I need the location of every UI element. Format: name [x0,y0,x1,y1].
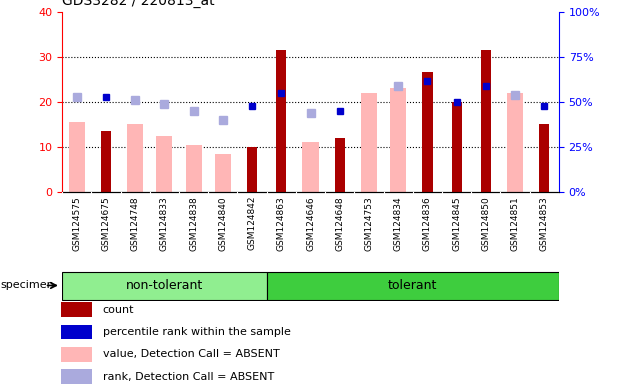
Text: GSM124646: GSM124646 [306,196,315,251]
Text: GSM124753: GSM124753 [365,196,373,251]
Bar [507,93,523,192]
Text: GSM124834: GSM124834 [394,196,402,251]
Bar [127,124,143,192]
Bar [61,369,92,384]
Bar [62,272,266,300]
Text: non-tolerant: non-tolerant [126,279,203,292]
Text: percentile rank within the sample: percentile rank within the sample [103,327,291,337]
Text: GSM124850: GSM124850 [481,196,491,251]
Bar [266,272,559,300]
Text: GSM124845: GSM124845 [452,196,461,251]
Bar [481,50,491,192]
Text: GSM124838: GSM124838 [189,196,198,251]
Bar [69,122,84,192]
Text: GSM124748: GSM124748 [130,196,140,251]
Text: GSM124853: GSM124853 [540,196,549,251]
Bar [61,347,92,362]
Bar [390,88,406,192]
Text: GSM124863: GSM124863 [277,196,286,251]
Bar [61,324,92,339]
Text: count: count [103,305,134,315]
Text: GDS3282 / 220813_at: GDS3282 / 220813_at [62,0,215,8]
Text: GSM124675: GSM124675 [101,196,111,251]
Text: GSM124648: GSM124648 [335,196,344,251]
Bar [215,154,231,192]
Bar [361,93,377,192]
Text: GSM124840: GSM124840 [219,196,227,251]
Text: GSM124836: GSM124836 [423,196,432,251]
Bar [156,136,173,192]
Bar [186,145,202,192]
Bar [302,142,319,192]
Text: GSM124575: GSM124575 [72,196,81,251]
Bar [101,131,111,192]
Bar [539,124,550,192]
Text: GSM124842: GSM124842 [248,196,256,250]
Bar [451,102,462,192]
Text: rank, Detection Call = ABSENT: rank, Detection Call = ABSENT [103,372,274,382]
Text: GSM124833: GSM124833 [160,196,169,251]
Bar [247,147,257,192]
Bar [276,50,286,192]
Bar [61,302,92,317]
Text: tolerant: tolerant [388,279,437,292]
Text: value, Detection Call = ABSENT: value, Detection Call = ABSENT [103,349,279,359]
Text: GSM124851: GSM124851 [510,196,520,251]
Text: specimen: specimen [0,280,54,290]
Bar [335,138,345,192]
Bar [422,73,432,192]
